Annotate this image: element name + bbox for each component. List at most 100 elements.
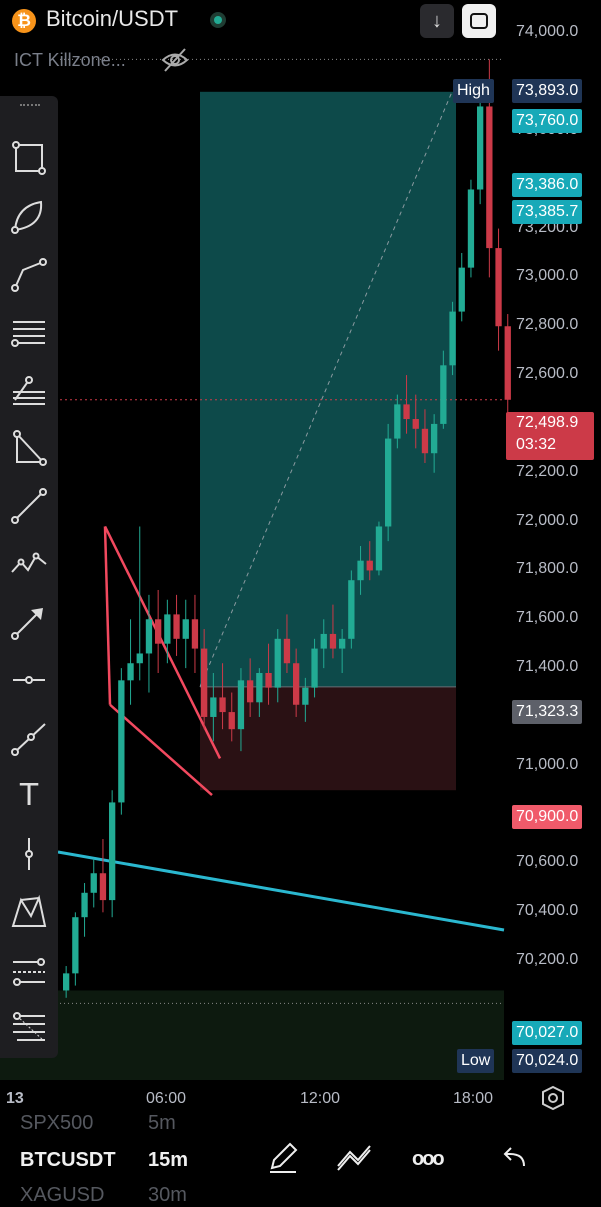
fullscreen-button[interactable] [462, 4, 496, 38]
candle-body [173, 614, 180, 639]
candle-body [201, 648, 208, 717]
symbol-title[interactable]: Bitcoin/USDT [46, 6, 179, 31]
candle-body [136, 653, 143, 664]
stop-price-tag: 70,900.0 [512, 805, 583, 829]
candle-body [72, 917, 79, 974]
high-label: High [453, 79, 494, 103]
last-price: 72,498.9 [516, 414, 579, 431]
xabcd-pattern-icon[interactable] [9, 892, 49, 932]
rectangle-icon[interactable] [9, 138, 49, 178]
candle-body [311, 648, 318, 688]
candle-body [127, 663, 134, 681]
undo-icon[interactable] [502, 1144, 528, 1170]
candle-body [99, 873, 107, 901]
high-value-tag: 73,893.0 [512, 79, 583, 103]
text-tool-icon[interactable]: T [19, 778, 39, 813]
chart-header: ₿ Bitcoin/USDT ↓ ICT Killzone... [0, 0, 601, 90]
price-axis-label: 74,000.0 [516, 23, 579, 41]
entry-price-tag: 71,323.3 [512, 700, 583, 724]
candle-body [63, 973, 70, 991]
candle-body [385, 438, 392, 527]
candle-body [477, 106, 484, 190]
symbol-picker[interactable]: BTCUSDT [20, 1149, 116, 1171]
path-icon[interactable] [9, 254, 49, 294]
pencil-icon[interactable] [266, 1140, 300, 1174]
candle-body [357, 560, 364, 581]
candle-body [256, 673, 263, 703]
candles-layer [63, 59, 511, 998]
pattern-icon[interactable] [9, 544, 49, 584]
bottom-bar: SPX500 5m BTCUSDT 15m XAGUSD 30m ooo [0, 1108, 601, 1206]
settings-hexagon-icon[interactable] [540, 1085, 566, 1111]
candle-body [109, 802, 116, 901]
interval-picker-ghost-above: 5m [148, 1112, 176, 1134]
candle-body [210, 697, 217, 717]
price-axis-label: 72,800.0 [516, 316, 579, 334]
target-price-tag: 73,760.0 [512, 109, 583, 133]
candle-body [182, 619, 189, 639]
candle-body [81, 892, 88, 918]
candle-body [118, 680, 125, 803]
interval-picker[interactable]: 15m [148, 1149, 189, 1171]
horizontal-line-icon[interactable] [9, 660, 49, 700]
trend-line-icon[interactable] [9, 486, 49, 526]
wedge-lower-line [109, 703, 213, 797]
price-axis-label: 73,000.0 [516, 267, 579, 285]
candle-body [486, 106, 493, 249]
candle-body [431, 423, 438, 454]
time-label-0600: 06:00 [146, 1090, 187, 1107]
support-trendline [57, 850, 505, 932]
session-range-zone [0, 990, 504, 1080]
candle-body [375, 526, 383, 571]
price-axis-label: 71,600.0 [516, 609, 579, 627]
candle-body [412, 419, 419, 429]
candle-body [440, 365, 447, 424]
arrow-icon[interactable] [9, 602, 49, 642]
low-label: Low [457, 1049, 495, 1073]
price-axis-label: 71,000.0 [516, 755, 579, 773]
arrow-down-button[interactable]: ↓ [420, 4, 454, 38]
regression-icon[interactable] [9, 950, 49, 990]
candle-body [467, 189, 475, 268]
more-icon[interactable]: ooo [412, 1148, 445, 1170]
candle-body [458, 267, 465, 312]
candle-body [348, 580, 355, 639]
vertical-line-icon[interactable] [9, 834, 49, 874]
target-zone [200, 91, 456, 687]
drawings-icon[interactable] [336, 1140, 374, 1174]
arc-icon[interactable] [9, 196, 49, 236]
ray-icon[interactable] [9, 718, 49, 758]
candle-body [90, 873, 97, 893]
indicator-label[interactable]: ICT Killzone... [14, 50, 126, 70]
position-path-line [199, 91, 453, 688]
toolbar-drag-handle[interactable] [20, 104, 40, 110]
candle-body [228, 712, 235, 730]
candle-body [403, 404, 410, 420]
position-price-tag-a: 73,386.0 [512, 173, 583, 197]
triangle-icon[interactable] [9, 428, 49, 468]
candle-body [394, 404, 401, 439]
candle-body [237, 680, 245, 730]
candle-body [191, 619, 199, 649]
price-axis-label: 72,000.0 [516, 511, 579, 529]
candle-body [293, 663, 300, 705]
market-open-dot-icon [210, 12, 226, 28]
price-axis-label: 70,600.0 [516, 853, 579, 871]
candle-body [449, 311, 456, 366]
low-value-tag: 70,024.0 [512, 1049, 583, 1073]
price-axis-label: 70,200.0 [516, 951, 579, 969]
gann-icon[interactable] [9, 1008, 49, 1048]
symbol-picker-ghost-below: XAGUSD [20, 1184, 105, 1206]
candle-body [164, 614, 171, 644]
candle-body [421, 428, 429, 454]
candle-body [495, 248, 502, 327]
candle-body [366, 560, 373, 571]
wedge-left-line [103, 526, 112, 705]
eye-off-icon[interactable] [160, 47, 190, 73]
parallel-lines-icon[interactable] [9, 312, 49, 352]
fib-icon[interactable] [9, 370, 49, 410]
time-label-1200: 12:00 [300, 1090, 341, 1107]
candle-body [145, 619, 153, 654]
position-price-tag-b: 73,385.7 [512, 200, 583, 224]
